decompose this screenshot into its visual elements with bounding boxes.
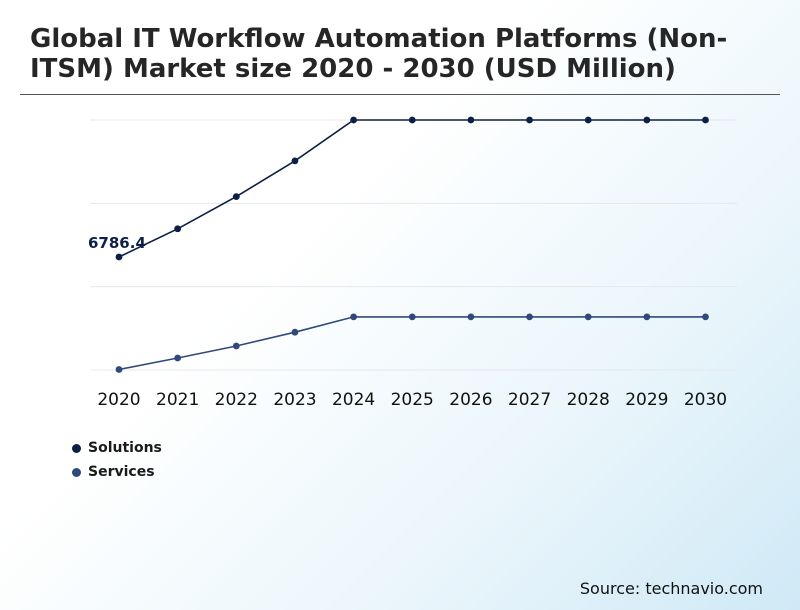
title-divider (20, 94, 780, 95)
x-tick-label: 2030 (684, 390, 727, 410)
data-point-solutions[interactable] (526, 116, 533, 124)
data-labels: 6786.4 (88, 234, 146, 252)
data-point-solutions[interactable] (408, 116, 416, 124)
data-point-services[interactable] (232, 342, 240, 350)
data-point-solutions[interactable] (232, 193, 240, 201)
grid-lines (90, 119, 737, 371)
data-point-services[interactable] (643, 313, 651, 321)
data-point-services[interactable] (408, 313, 416, 321)
x-tick-label: 2024 (332, 390, 375, 410)
x-tick-label: 2028 (567, 390, 610, 410)
data-point-services[interactable] (350, 313, 357, 321)
x-tick-label: 2026 (449, 390, 492, 410)
x-tick-label: 2021 (156, 390, 199, 410)
data-point-services[interactable] (526, 313, 533, 321)
series-line-services (118, 316, 706, 371)
x-tick-label: 2022 (215, 390, 258, 410)
data-point-solutions[interactable] (467, 116, 475, 124)
series-points (115, 116, 709, 373)
x-tick-label: 2025 (391, 390, 434, 410)
data-point-services[interactable] (702, 313, 709, 321)
x-tick-label: 2027 (508, 390, 551, 410)
series-line-solutions (118, 119, 706, 258)
data-point-solutions[interactable] (291, 157, 299, 165)
legend: Solutions Services (72, 436, 162, 484)
data-point-solutions[interactable] (702, 116, 709, 124)
data-label: 6786.4 (88, 234, 146, 252)
legend-item-solutions[interactable]: Solutions (72, 436, 162, 460)
legend-marker-solutions (72, 443, 81, 453)
source-credit: Source: technavio.com (579, 579, 763, 598)
x-tick-label: 2023 (273, 390, 316, 410)
data-point-solutions[interactable] (115, 253, 123, 261)
data-point-services[interactable] (291, 328, 299, 336)
legend-label-services: Services (88, 464, 155, 480)
x-tick-label: 2020 (97, 390, 140, 410)
chart-title: Global IT Workflow Automation Platforms … (30, 24, 728, 84)
data-point-services[interactable] (115, 366, 123, 373)
data-point-services[interactable] (174, 354, 182, 362)
series-lines (118, 119, 706, 371)
legend-item-services[interactable]: Services (72, 460, 162, 484)
x-axis-tick-labels: 2020 2021 2022 2023 2024 2025 2026 2027 2028 2029… (97, 390, 727, 410)
data-point-solutions[interactable] (350, 116, 357, 124)
data-point-solutions[interactable] (584, 116, 592, 124)
legend-label-solutions: Solutions (88, 440, 162, 456)
legend-marker-services (72, 467, 81, 477)
data-point-services[interactable] (584, 313, 592, 321)
data-point-solutions[interactable] (643, 116, 651, 124)
data-point-services[interactable] (467, 313, 475, 321)
data-point-solutions[interactable] (174, 225, 182, 233)
x-tick-label: 2029 (625, 390, 668, 410)
